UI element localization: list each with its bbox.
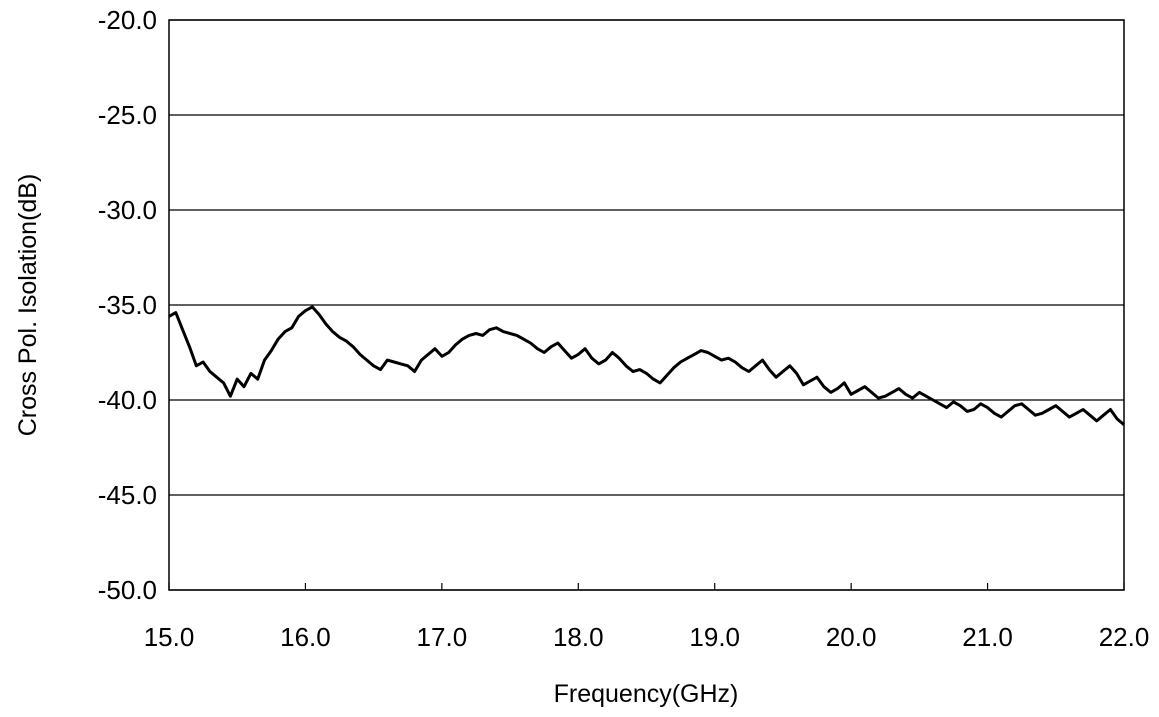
x-tick-label: 15.0: [144, 622, 195, 652]
x-tick-label: 19.0: [689, 622, 740, 652]
y-tick-label: -40.0: [98, 385, 157, 415]
y-axis-label: Cross Pol. Isolation(dB): [14, 174, 42, 437]
isolation-series-line: [168, 305, 1125, 426]
y-tick-label: -30.0: [98, 195, 157, 225]
x-tick-labels: 15.0 16.0 17.0 18.0 19.0 20.0 21.0 22.0: [144, 622, 1150, 652]
x-tick-label: 21.0: [962, 622, 1013, 652]
x-tick-label: 18.0: [553, 622, 604, 652]
y-tick-label: -20.0: [98, 5, 157, 35]
x-tick-label: 20.0: [826, 622, 877, 652]
x-tick-marks: [168, 583, 1125, 590]
x-axis-label: Frequency(GHz): [554, 680, 739, 708]
x-tick-label: 22.0: [1099, 622, 1150, 652]
y-tick-label: -25.0: [98, 100, 157, 130]
gridlines: [169, 19, 1124, 591]
y-tick-label: -45.0: [98, 480, 157, 510]
x-tick-label: 17.0: [417, 622, 468, 652]
x-tick-label: 16.0: [280, 622, 331, 652]
y-tick-label: -50.0: [98, 575, 157, 605]
y-tick-labels: -20.0 -25.0 -30.0 -35.0 -40.0 -45.0 -50.0: [98, 5, 157, 605]
plot-frame: [168, 19, 1125, 591]
y-tick-label: -35.0: [98, 290, 157, 320]
